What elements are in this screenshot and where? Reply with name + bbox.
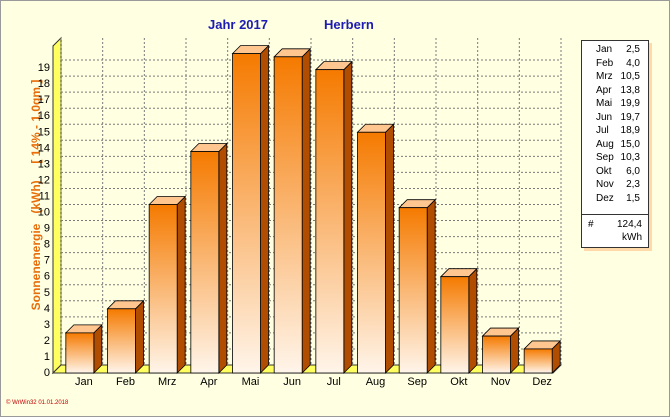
legend-row: Aug 15,0 — [582, 139, 646, 152]
legend-value: 19,7 — [620, 111, 640, 123]
x-tick-label: Jan — [75, 376, 93, 388]
legend-row: Jan 2,5 — [582, 44, 646, 57]
legend-row: Mai 19,9 — [582, 98, 646, 111]
x-tick-label: Apr — [200, 376, 217, 388]
y-tick-label: 14 — [38, 142, 50, 154]
bar-side — [385, 123, 394, 374]
x-tick-label: Jun — [283, 376, 301, 388]
bar — [523, 348, 553, 374]
x-tick-label: Aug — [366, 376, 386, 388]
y-tick-label: 5 — [44, 287, 50, 299]
bar — [232, 53, 261, 374]
bar — [148, 204, 178, 374]
y-tick-label: 3 — [44, 319, 50, 331]
legend-value: 19,9 — [620, 98, 640, 109]
y-tick-label: 18 — [38, 78, 50, 90]
legend-month: Aug — [596, 138, 614, 150]
y-tick-label: 6 — [44, 271, 50, 283]
legend-month: Sep — [596, 152, 614, 163]
bar — [357, 131, 386, 374]
legend-row: Dez 1,5 — [582, 193, 646, 206]
x-tick-label: Mai — [242, 376, 260, 388]
x-tick-label: Okt — [450, 376, 467, 388]
legend-row: Sep 10,3 — [582, 152, 646, 165]
x-tick-label: Jul — [327, 376, 341, 388]
legend-value: 13,8 — [620, 84, 640, 96]
y-tick-label: 4 — [44, 303, 50, 315]
bar — [315, 69, 345, 374]
x-tick-label: Nov — [491, 376, 511, 388]
y-tick-label: 1 — [44, 351, 50, 363]
y-tick-label: 8 — [44, 239, 50, 251]
legend-value: 2,5 — [626, 44, 640, 55]
legend-separator — [582, 214, 648, 215]
bar — [398, 207, 428, 374]
legend-total-unit: kWh — [622, 232, 642, 243]
bar-side — [343, 60, 353, 374]
y-tick-label: 19 — [38, 62, 50, 74]
y-tick-label: 9 — [44, 223, 50, 235]
legend-month: Feb — [596, 57, 614, 69]
legend-value: 4,0 — [626, 57, 640, 69]
legend-value: 6,0 — [626, 165, 640, 177]
y-tick-label: 0 — [44, 367, 50, 379]
legend-month: Dez — [596, 192, 614, 204]
legend-table: Jan 2,5 Feb 4,0 Mrz 10,5 Apr 13,8 Mai 19,9 Jun 19,7… — [581, 40, 649, 248]
legend-value: 15,0 — [620, 138, 640, 150]
legend-value: 18,9 — [620, 125, 640, 136]
y-tick-label: 7 — [44, 255, 50, 267]
x-tick-label: Sep — [407, 376, 427, 388]
y-tick-label: 2 — [44, 335, 50, 347]
legend-month: Jul — [596, 125, 609, 136]
chart-title-location: Herbern — [324, 17, 374, 32]
bar-side — [301, 47, 311, 374]
bar — [107, 308, 136, 374]
chart-title-year: Jahr 2017 — [208, 17, 268, 32]
y-tick-label: 10 — [38, 207, 50, 219]
bar-side — [218, 142, 228, 374]
y-tick-label: 15 — [38, 126, 50, 138]
y-tick-label: 12 — [38, 174, 50, 186]
y-tick-label: 17 — [38, 94, 50, 106]
legend-value: 10,5 — [620, 71, 640, 82]
legend-row: Jul 18,9 — [582, 125, 646, 138]
y-tick-label: 11 — [39, 190, 50, 202]
legend-month: Nov — [596, 179, 614, 190]
bar — [273, 56, 303, 374]
legend-value: 2,3 — [626, 179, 640, 190]
legend-row: Okt 6,0 — [582, 166, 646, 179]
bar — [190, 151, 220, 374]
x-tick-label: Dez — [532, 376, 552, 388]
bar-side — [426, 198, 436, 374]
legend-value: 10,3 — [620, 152, 640, 163]
bar — [482, 335, 511, 374]
axis-wall — [52, 36, 62, 375]
legend-month: Jun — [596, 111, 613, 123]
x-tick-label: Mrz — [158, 376, 176, 388]
bar-side — [176, 195, 186, 374]
bar-side — [468, 267, 478, 374]
legend-total-symbol: # — [588, 219, 594, 230]
legend-row: Jun 19,7 — [582, 112, 646, 125]
bar — [65, 332, 95, 374]
x-tick-label: Feb — [116, 376, 135, 388]
legend-row: Mrz 10,5 — [582, 71, 646, 84]
y-tick-label: 16 — [38, 110, 50, 122]
legend-month: Mai — [596, 98, 613, 109]
legend-value: 1,5 — [626, 192, 640, 204]
legend-row: Apr 13,8 — [582, 85, 646, 98]
bar-side — [135, 299, 144, 374]
legend-row: Nov 2,3 — [582, 179, 646, 192]
bar — [440, 276, 470, 374]
legend-row: Feb 4,0 — [582, 58, 646, 71]
footer-credit: © WrWin32 01.01.2018 — [6, 400, 69, 406]
legend-total-value: 124,4 — [616, 219, 642, 230]
legend-month: Okt — [596, 165, 612, 177]
legend-month: Jan — [596, 44, 613, 55]
y-tick-label: 13 — [38, 158, 50, 170]
legend-month: Apr — [596, 84, 612, 96]
bar-side — [260, 44, 269, 374]
legend-month: Mrz — [596, 71, 613, 82]
